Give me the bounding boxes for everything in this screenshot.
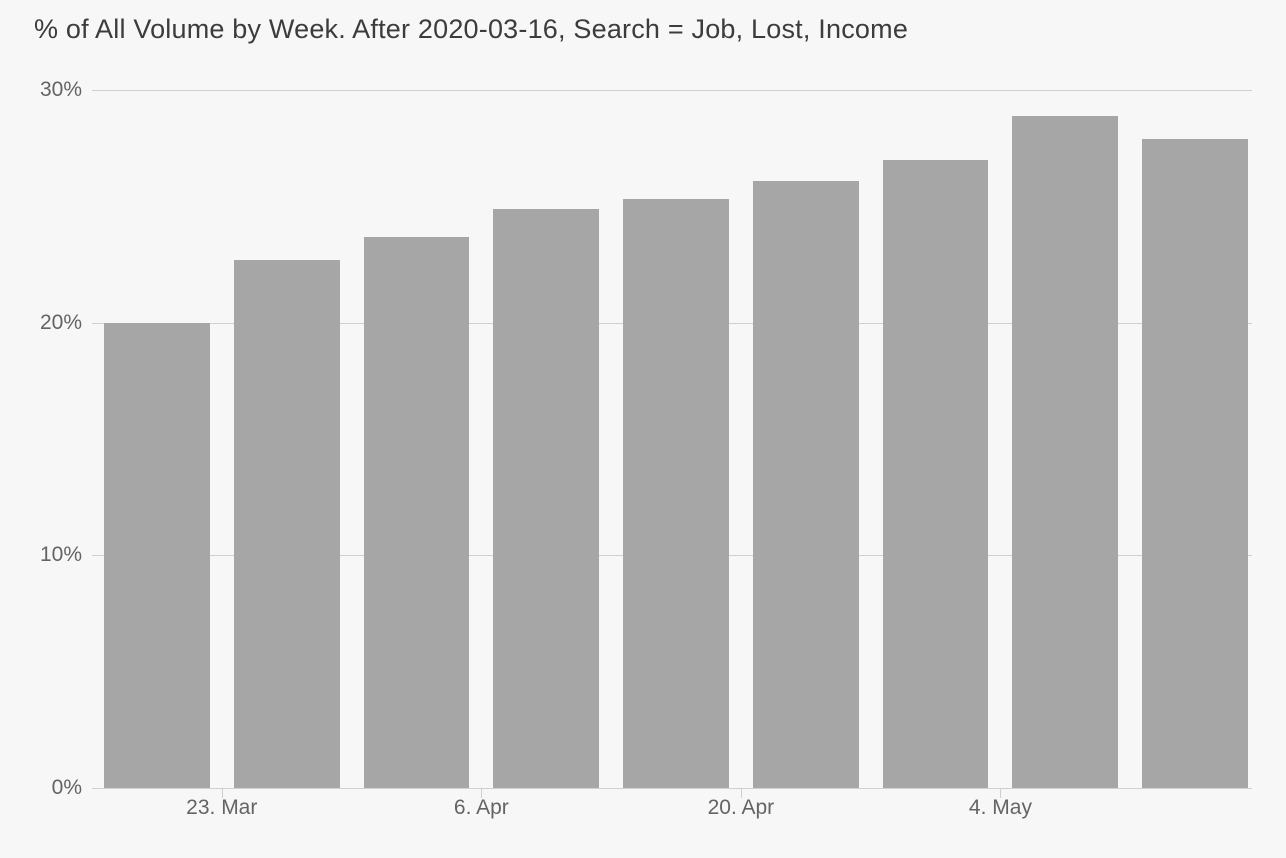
y-axis-label: 20%: [40, 311, 82, 335]
bar: [493, 209, 599, 788]
bar: [753, 181, 859, 788]
bar: [883, 160, 989, 788]
chart-title: % of All Volume by Week. After 2020-03-1…: [34, 14, 908, 45]
bar: [1142, 139, 1248, 788]
plot-area: [92, 90, 1252, 788]
bar: [623, 199, 729, 788]
gridline: [92, 788, 1252, 789]
y-axis-label: 10%: [40, 543, 82, 567]
y-axis-label: 0%: [52, 776, 82, 800]
gridline: [92, 90, 1252, 91]
chart-container: % of All Volume by Week. After 2020-03-1…: [0, 0, 1286, 858]
x-axis-label: 4. May: [969, 796, 1032, 820]
bar: [104, 323, 210, 788]
bar: [1012, 116, 1118, 788]
x-axis-label: 23. Mar: [186, 796, 257, 820]
x-axis-label: 20. Apr: [708, 796, 775, 820]
y-axis-label: 30%: [40, 78, 82, 102]
bar: [364, 237, 470, 788]
x-axis-label: 6. Apr: [454, 796, 509, 820]
bar: [234, 260, 340, 788]
